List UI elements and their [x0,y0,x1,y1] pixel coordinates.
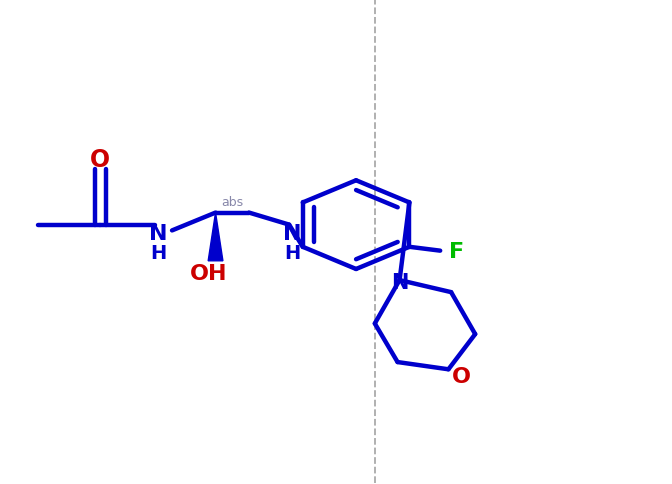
Text: abs: abs [221,196,243,209]
Text: OH: OH [190,263,228,283]
Text: H: H [151,243,167,262]
Text: O: O [90,147,110,171]
Polygon shape [208,213,223,261]
Text: O: O [452,366,471,386]
Text: F: F [449,241,464,261]
Text: N: N [284,223,302,243]
Text: N: N [391,273,409,293]
Text: H: H [284,243,300,262]
Text: N: N [149,223,168,243]
